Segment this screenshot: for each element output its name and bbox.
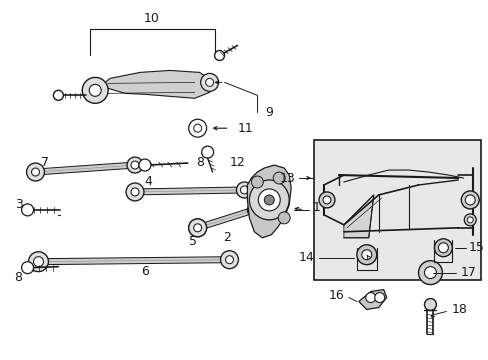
Text: 9: 9	[265, 106, 273, 119]
Circle shape	[220, 251, 238, 269]
Text: 16: 16	[328, 289, 344, 302]
Circle shape	[127, 157, 142, 173]
Circle shape	[273, 172, 285, 184]
Circle shape	[323, 196, 330, 204]
Circle shape	[26, 163, 44, 181]
Text: 1: 1	[312, 201, 320, 215]
Circle shape	[131, 188, 139, 196]
Circle shape	[126, 183, 143, 201]
Circle shape	[418, 261, 442, 285]
Circle shape	[225, 256, 233, 264]
Circle shape	[240, 186, 248, 194]
Polygon shape	[135, 187, 244, 195]
Polygon shape	[196, 207, 255, 231]
Circle shape	[438, 243, 447, 253]
Circle shape	[278, 212, 289, 224]
Polygon shape	[95, 71, 214, 98]
Circle shape	[28, 252, 48, 272]
Circle shape	[251, 176, 263, 188]
Circle shape	[463, 214, 475, 226]
Circle shape	[236, 182, 252, 198]
Circle shape	[424, 267, 435, 279]
Text: 8: 8	[15, 271, 22, 284]
Circle shape	[264, 195, 274, 205]
Circle shape	[21, 262, 34, 274]
Circle shape	[247, 203, 261, 217]
Text: 15: 15	[468, 241, 483, 254]
Circle shape	[460, 191, 478, 209]
Text: 17: 17	[459, 266, 475, 279]
Circle shape	[214, 50, 224, 60]
Circle shape	[258, 189, 280, 211]
Circle shape	[464, 195, 474, 205]
Circle shape	[249, 180, 288, 220]
Circle shape	[433, 239, 451, 257]
Polygon shape	[35, 162, 135, 175]
Circle shape	[201, 146, 213, 158]
Circle shape	[188, 219, 206, 237]
Circle shape	[31, 168, 40, 176]
Circle shape	[200, 73, 218, 91]
Circle shape	[356, 245, 376, 265]
Circle shape	[193, 224, 201, 232]
Circle shape	[34, 257, 43, 267]
Text: 2: 2	[223, 231, 231, 244]
Circle shape	[89, 84, 101, 96]
Text: 7: 7	[41, 156, 49, 168]
Circle shape	[188, 119, 206, 137]
Circle shape	[188, 219, 206, 237]
Circle shape	[82, 77, 108, 103]
Text: 6: 6	[141, 265, 148, 278]
Text: 5: 5	[188, 235, 196, 248]
Text: 13: 13	[279, 171, 295, 185]
Circle shape	[361, 250, 371, 260]
Polygon shape	[358, 289, 386, 310]
Circle shape	[374, 293, 384, 302]
Text: 3: 3	[15, 198, 22, 211]
Polygon shape	[247, 165, 290, 238]
Text: 14: 14	[298, 251, 313, 264]
Circle shape	[21, 204, 34, 216]
Text: 18: 18	[450, 303, 466, 316]
Circle shape	[193, 124, 201, 132]
Polygon shape	[39, 257, 229, 265]
Text: 8: 8	[195, 156, 203, 168]
Circle shape	[467, 217, 472, 223]
Text: 4: 4	[143, 175, 152, 189]
Text: 11: 11	[237, 122, 253, 135]
Circle shape	[251, 207, 257, 213]
Circle shape	[365, 293, 375, 302]
Text: 12: 12	[229, 156, 245, 168]
Circle shape	[193, 224, 201, 232]
Text: 10: 10	[143, 12, 160, 25]
Circle shape	[424, 298, 435, 310]
Circle shape	[53, 90, 63, 100]
Circle shape	[205, 78, 213, 86]
Circle shape	[131, 161, 139, 169]
Polygon shape	[343, 195, 373, 238]
Bar	[313, 140, 480, 280]
Circle shape	[318, 192, 334, 208]
Circle shape	[139, 159, 151, 171]
